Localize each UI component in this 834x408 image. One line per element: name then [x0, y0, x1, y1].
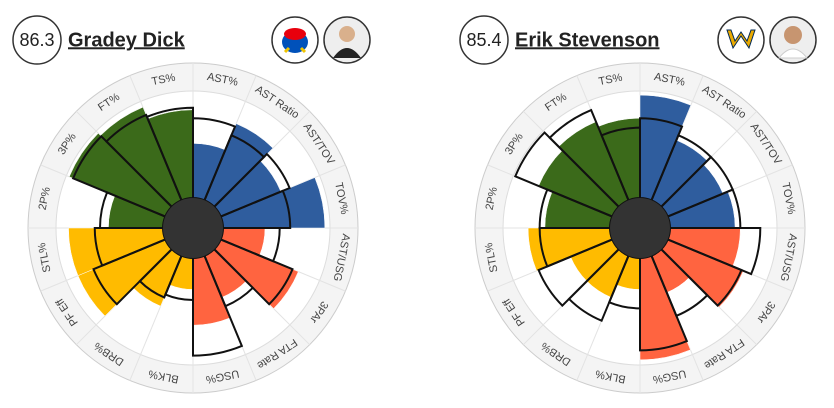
category-label: STL% — [36, 241, 54, 273]
score-badge — [12, 15, 62, 65]
player-name[interactable]: Gradey Dick — [68, 29, 186, 51]
category-label: STL% — [483, 241, 501, 273]
center-hole — [163, 198, 223, 258]
player-photo — [769, 16, 817, 64]
category-label: 2P% — [484, 186, 500, 211]
logo-wvu — [717, 16, 765, 64]
player-photo — [323, 16, 371, 64]
score: 86.3 — [19, 30, 54, 50]
category-label: 2P% — [37, 186, 53, 211]
score-badge — [459, 15, 509, 65]
player-name[interactable]: Erik Stevenson — [515, 29, 660, 51]
category-label: BLK% — [594, 367, 627, 385]
category-label: TS% — [598, 72, 624, 88]
category-label: AST% — [653, 71, 686, 89]
center-hole — [610, 198, 670, 258]
category-label: BLK% — [147, 367, 180, 385]
category-label: TS% — [151, 72, 177, 88]
logo-kansas — [271, 16, 319, 64]
score: 85.4 — [466, 30, 501, 50]
category-label: AST% — [206, 71, 239, 89]
